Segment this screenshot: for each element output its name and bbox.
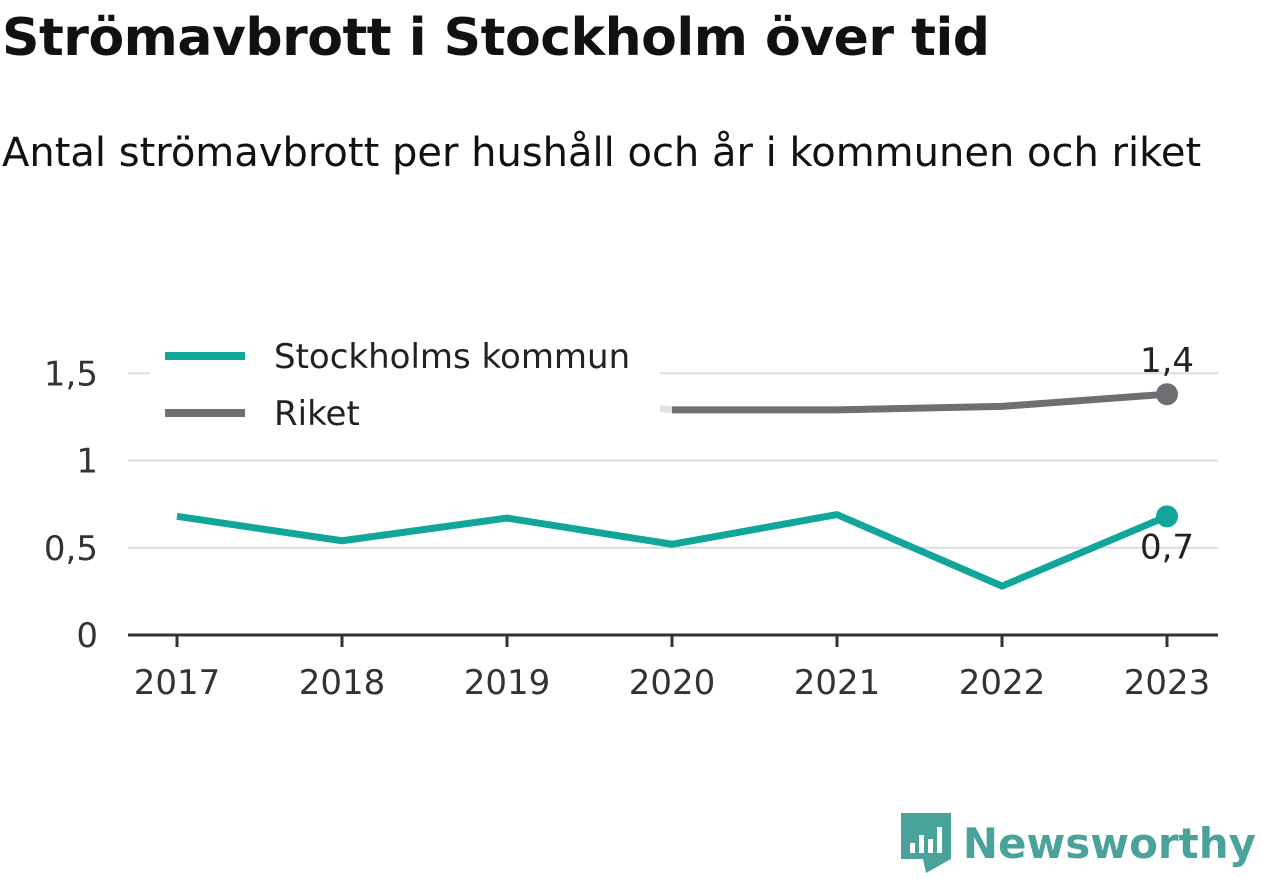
- y-tick-label: 1,5: [44, 354, 98, 394]
- brand-logo: Newsworthy: [900, 813, 1256, 873]
- x-tick-label: 2022: [959, 663, 1046, 703]
- chart-title: Strömavbrott i Stockholm över tid: [2, 8, 990, 68]
- end-label-riket: 1,4: [1140, 341, 1194, 381]
- chart-subtitle: Antal strömavbrott per hushåll och år i …: [2, 130, 1202, 176]
- end-point-riket: [1156, 383, 1178, 406]
- x-tick-label: 2019: [464, 663, 551, 703]
- y-tick-label: 1: [76, 442, 98, 482]
- series-line-riket: [672, 390, 1168, 414]
- end-label-stockholms-kommun: 0,7: [1140, 527, 1194, 567]
- series-line-stockholms-kommun: [176, 511, 1169, 590]
- x-tick-label: 2017: [134, 663, 221, 703]
- x-tick-label: 2020: [629, 663, 716, 703]
- legend-background: [150, 330, 660, 435]
- brand-name: Newsworthy: [962, 818, 1256, 868]
- x-tick-label: 2023: [1124, 663, 1211, 703]
- x-tick-label: 2018: [299, 663, 386, 703]
- y-tick-label: 0: [76, 616, 98, 656]
- legend-label: Stockholms kommun: [274, 337, 630, 377]
- legend-label: Riket: [274, 394, 360, 434]
- end-point-stockholms-kommun: [1156, 505, 1178, 528]
- y-tick-label: 0,5: [44, 529, 98, 569]
- x-tick-label: 2021: [794, 663, 881, 703]
- newsworthy-logo-icon: [900, 813, 951, 873]
